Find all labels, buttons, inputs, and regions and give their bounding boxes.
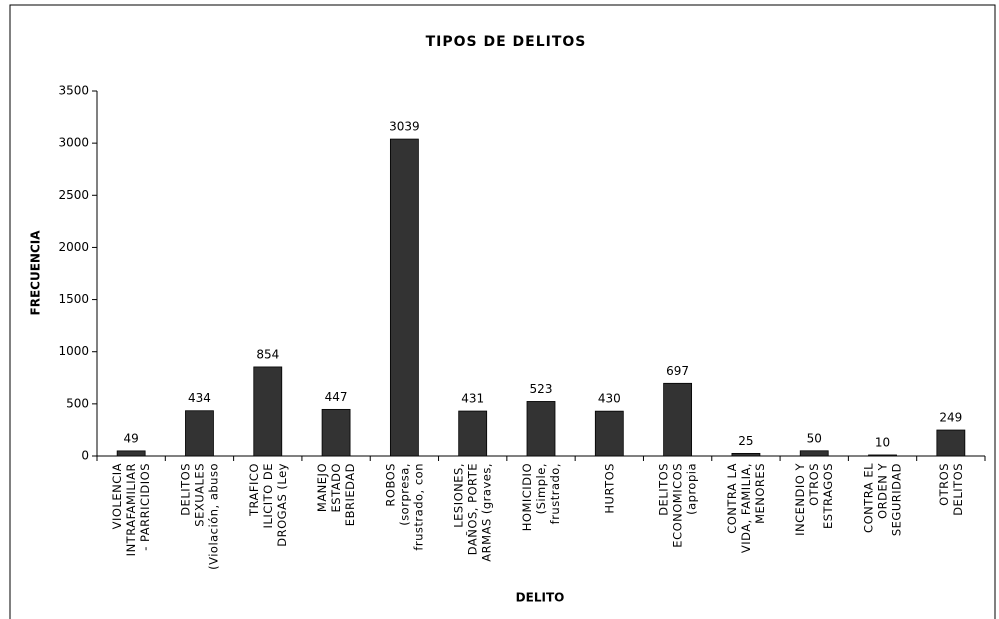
- x-tick-label: MANEJO ESTADO EBRIEDAD: [315, 463, 358, 527]
- data-label: 10: [875, 435, 890, 449]
- x-tick-label: HOMICIDIO (Simple, frustrado,: [520, 463, 562, 532]
- bar: [663, 382, 693, 457]
- x-tick-label: HURTOS: [602, 463, 617, 514]
- y-tick-label: 1000: [58, 344, 89, 358]
- data-label: 3039: [389, 120, 420, 134]
- bar: [936, 429, 966, 457]
- y-tick-label: 500: [66, 396, 89, 410]
- x-tick-label: DELITOS ECONOMICOS (apropia: [656, 463, 699, 548]
- x-tick-label: INCENDIO Y OTROS ESTRAGOS: [793, 463, 836, 536]
- y-tick-label: 2000: [58, 240, 89, 254]
- bar: [389, 138, 419, 457]
- x-tick-label: TRAFICO ILICITO DE DROGAS (Ley: [246, 463, 289, 547]
- x-tick-label: CONTRA EL ORDEN Y SEGURIDAD: [861, 463, 904, 537]
- x-tick-label: VIOLENCIA INTRAFAMILIAR - PARRICIDIOS: [110, 463, 153, 557]
- y-tick-label: 2500: [58, 188, 89, 202]
- data-label: 434: [188, 391, 211, 405]
- bar: [594, 410, 624, 457]
- chart-title: TIPOS DE DELITOS: [426, 34, 587, 50]
- data-label: 249: [939, 411, 962, 425]
- data-label: 431: [461, 392, 484, 406]
- bar: [253, 366, 283, 457]
- x-tick-label: OTROS DELITOS: [936, 463, 965, 516]
- y-tick-label: 3500: [58, 84, 89, 98]
- x-axis-label: DELITO: [516, 591, 565, 605]
- chart-frame: [9, 4, 996, 619]
- y-axis-label: FRECUENCIA: [29, 230, 43, 316]
- x-tick-label: LESIONES, DAÑOS, PORTE ARMAS (graves,: [451, 463, 494, 562]
- x-tick-label: ROBOS (sorpresa, frustrado, con: [383, 463, 426, 551]
- y-tick-label: 1500: [58, 292, 89, 306]
- bar: [526, 401, 556, 457]
- bar: [116, 450, 146, 457]
- data-label: 50: [807, 431, 822, 445]
- data-label: 697: [666, 364, 689, 378]
- bar: [185, 410, 214, 457]
- data-label: 25: [738, 434, 753, 448]
- bar: [458, 410, 488, 457]
- bar: [799, 450, 829, 457]
- bar: [868, 454, 897, 457]
- data-label: 447: [325, 390, 348, 404]
- bar: [321, 408, 351, 457]
- data-label: 523: [530, 382, 553, 396]
- y-tick-label: 0: [81, 449, 89, 463]
- x-tick-label: DELITOS SEXUALES (Violación, abuso: [178, 463, 221, 570]
- bar: [731, 452, 761, 457]
- data-label: 854: [256, 347, 279, 361]
- x-tick-label: CONTRA LA VIDA, FAMILIA, MENORES: [724, 463, 767, 554]
- y-tick-label: 3000: [58, 136, 89, 150]
- data-label: 49: [124, 431, 139, 445]
- data-label: 430: [598, 392, 621, 406]
